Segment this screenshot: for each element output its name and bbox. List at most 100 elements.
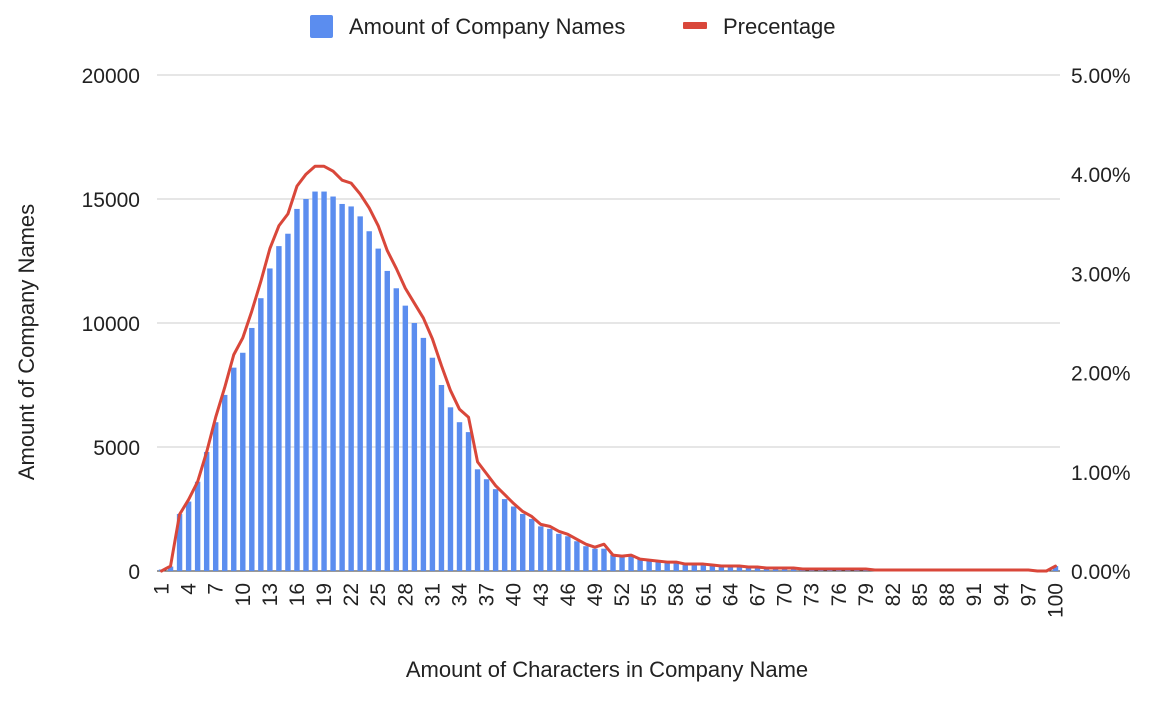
x-tick-label: 91 — [963, 583, 986, 606]
bar — [267, 268, 272, 571]
x-tick-label: 7 — [205, 583, 228, 595]
bar — [276, 246, 281, 571]
x-tick-label: 55 — [638, 583, 661, 606]
x-tick-label: 40 — [503, 583, 526, 606]
bar — [303, 199, 308, 571]
x-tick-label: 67 — [747, 583, 770, 606]
x-tick-label: 88 — [936, 583, 959, 606]
bar — [421, 338, 426, 571]
x-tick-label: 70 — [774, 583, 797, 606]
bar — [565, 536, 570, 571]
y-tick-label: 5000 — [93, 437, 140, 460]
bar — [294, 209, 299, 571]
bar — [240, 353, 245, 571]
bar — [448, 407, 453, 571]
bar — [394, 288, 399, 571]
bar — [412, 323, 417, 571]
bar — [520, 514, 525, 571]
x-tick-label: 34 — [449, 583, 472, 607]
x-tick-label: 16 — [286, 583, 309, 606]
x-tick-label: 85 — [909, 583, 932, 606]
x-tick-label: 76 — [828, 583, 851, 606]
bar — [285, 234, 290, 571]
bar — [529, 519, 534, 571]
bar — [439, 385, 444, 571]
bar — [574, 541, 579, 571]
bar — [249, 328, 254, 571]
y-tick-label: 0 — [128, 561, 140, 584]
x-tick-label: 10 — [232, 583, 255, 606]
bar — [619, 556, 624, 571]
bar — [601, 549, 606, 571]
x-tick-label: 19 — [313, 583, 336, 606]
x-tick-label: 82 — [882, 583, 905, 606]
bar — [403, 306, 408, 571]
bar — [493, 489, 498, 571]
bar — [213, 422, 218, 571]
bar — [592, 549, 597, 571]
y2-tick-label: 3.00% — [1071, 263, 1131, 286]
legend-item-line[interactable]: Precentage — [683, 14, 836, 39]
bar — [339, 204, 344, 571]
x-tick-label: 52 — [611, 583, 634, 606]
x-tick-label: 64 — [719, 583, 742, 607]
x-tick-label: 37 — [476, 583, 499, 606]
bar — [466, 432, 471, 571]
y2-tick-label: 0.00% — [1071, 561, 1131, 584]
bar — [231, 368, 236, 571]
x-tick-label: 73 — [801, 583, 824, 606]
x-tick-label: 58 — [665, 583, 688, 606]
legend-bar-swatch — [310, 15, 333, 38]
bar — [348, 206, 353, 571]
x-tick-label: 61 — [692, 583, 715, 606]
legend[interactable]: Amount of Company Names Precentage — [310, 14, 836, 39]
x-tick-label: 4 — [178, 583, 201, 595]
bar — [484, 479, 489, 571]
y-tick-label: 10000 — [82, 313, 140, 336]
bar — [547, 529, 552, 571]
bar — [204, 452, 209, 571]
bar — [321, 192, 326, 571]
y2-tick-label: 5.00% — [1071, 65, 1131, 88]
bar-series — [159, 192, 1058, 571]
x-tick-label: 31 — [421, 583, 444, 606]
x-tick-label: 13 — [259, 583, 282, 606]
y-tick-label: 20000 — [82, 65, 140, 88]
x-tick-label: 1 — [151, 583, 174, 595]
gridlines — [157, 75, 1060, 571]
x-tick-label: 46 — [557, 583, 580, 606]
x-tick-label: 94 — [990, 583, 1013, 607]
bar — [538, 526, 543, 571]
legend-item-bars[interactable]: Amount of Company Names — [310, 14, 625, 39]
x-tick-label: 97 — [1017, 583, 1040, 606]
bar — [430, 358, 435, 571]
bar — [385, 271, 390, 571]
bar — [511, 507, 516, 571]
y-axis-left-ticks: 0 5000 10000 15000 20000 — [82, 65, 140, 584]
x-tick-label: 22 — [340, 583, 363, 606]
y-axis-right-ticks: 0.00%1.00%2.00%3.00%4.00%5.00% — [1071, 65, 1131, 584]
bar — [502, 499, 507, 571]
x-tick-label: 100 — [1044, 583, 1067, 618]
bar — [195, 482, 200, 571]
bar — [475, 469, 480, 571]
x-tick-label: 25 — [367, 583, 390, 606]
y-tick-label: 15000 — [82, 189, 140, 212]
bar — [628, 556, 633, 571]
bar — [357, 216, 362, 571]
bar — [583, 546, 588, 571]
x-tick-label: 49 — [584, 583, 607, 606]
x-tick-label: 43 — [530, 583, 553, 606]
bar — [222, 395, 227, 571]
bar — [366, 231, 371, 571]
bar — [610, 555, 615, 571]
y2-tick-label: 4.00% — [1071, 164, 1131, 187]
x-tick-label: 28 — [394, 583, 417, 606]
y-axis-title: Amount of Company Names — [14, 204, 39, 480]
bar — [330, 197, 335, 571]
legend-bar-label: Amount of Company Names — [349, 14, 625, 39]
bar — [674, 563, 679, 571]
